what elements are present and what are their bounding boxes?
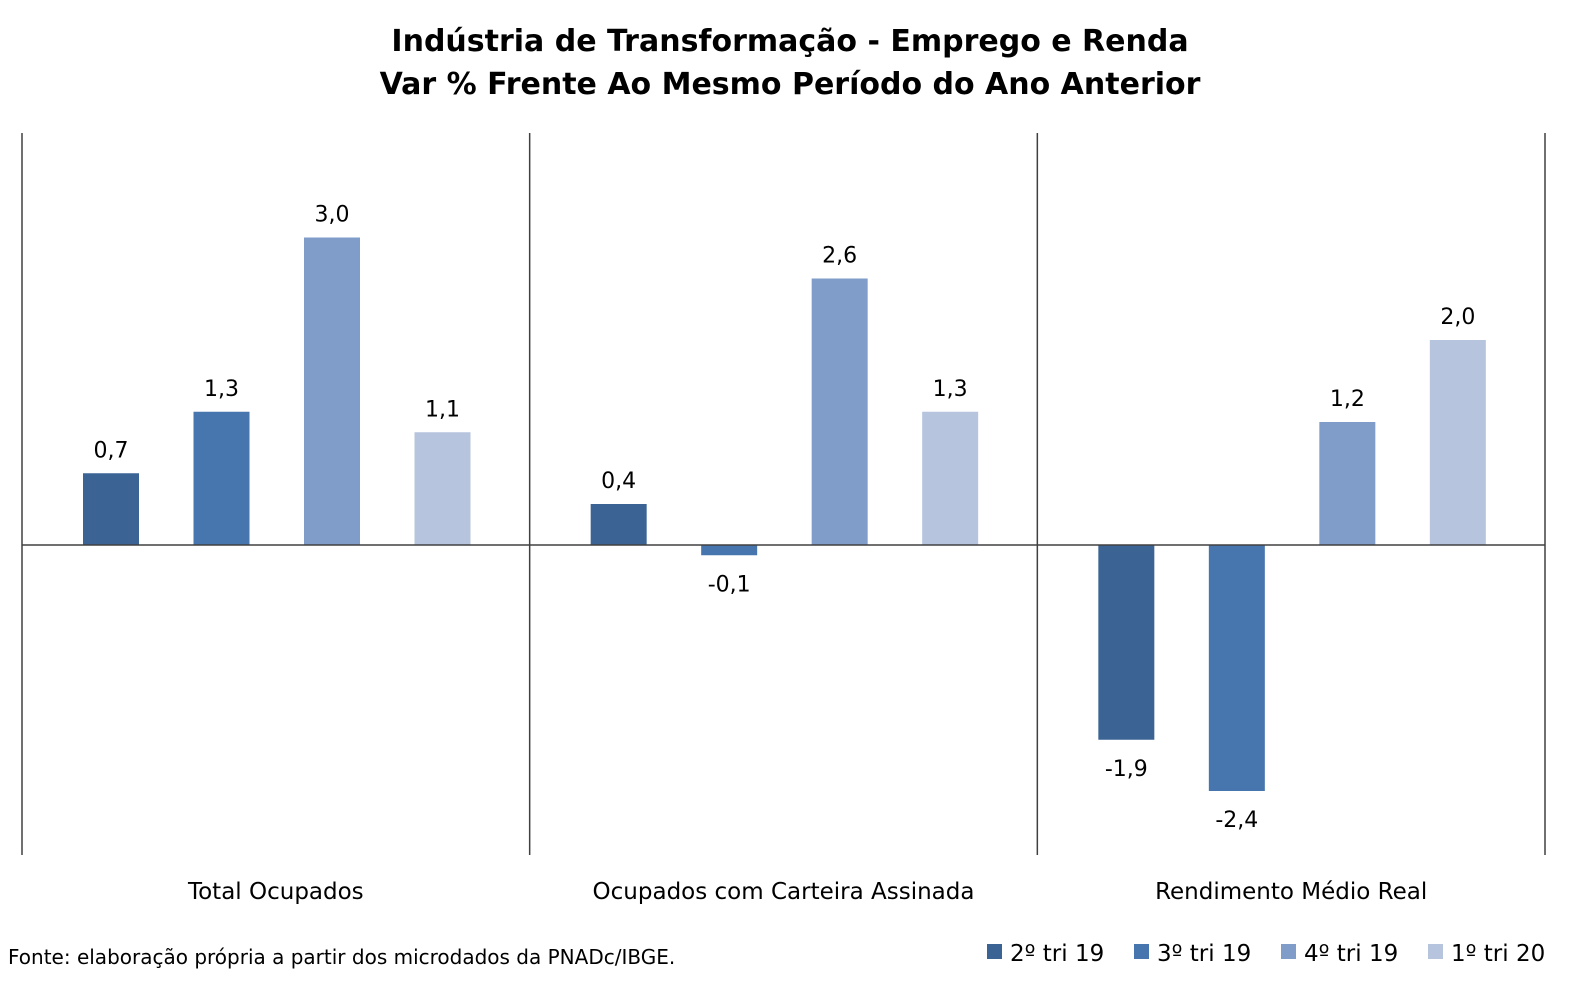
data-label: 1,2 [1330, 387, 1365, 412]
data-label: 2,0 [1440, 305, 1475, 330]
category-label: Total Ocupados [187, 879, 364, 905]
bar [83, 473, 139, 545]
chart-subtitle: Var % Frente Ao Mesmo Período do Ano Ant… [380, 67, 1201, 102]
data-label: -0,1 [708, 572, 751, 597]
legend-label: 1º tri 20 [1451, 941, 1545, 967]
data-label: -2,4 [1215, 808, 1258, 833]
data-label: 1,3 [204, 377, 239, 402]
legend-label: 3º tri 19 [1157, 941, 1251, 967]
bar [414, 432, 471, 545]
data-label: 0,4 [601, 469, 636, 494]
bar [922, 411, 979, 545]
bar [811, 278, 868, 545]
bar [1429, 340, 1486, 545]
legend-label: 2º tri 19 [1010, 941, 1104, 967]
bar [1098, 545, 1155, 740]
category-label: Rendimento Médio Real [1155, 879, 1427, 905]
data-label: 2,6 [822, 244, 857, 269]
source-note: Fonte: elaboração própria a partir dos m… [8, 945, 675, 969]
legend-item: 3º tri 19 [1134, 941, 1251, 967]
legend: 2º tri 19 3º tri 19 4º tri 19 1º tri 20 [987, 941, 1545, 967]
legend-label: 4º tri 19 [1304, 941, 1398, 967]
bar [193, 411, 250, 545]
bar [1208, 545, 1265, 791]
legend-item: 4º tri 19 [1281, 941, 1398, 967]
legend-swatch [1134, 944, 1149, 959]
bar [701, 545, 758, 556]
bar [590, 504, 647, 545]
bar [1319, 422, 1376, 545]
chart-title: Indústria de Transformação - Emprego e R… [391, 24, 1188, 59]
data-label: 1,1 [425, 397, 460, 422]
data-label: 1,3 [933, 377, 968, 402]
legend-swatch [987, 944, 1002, 959]
data-label: 0,7 [94, 438, 129, 463]
category-label: Ocupados com Carteira Assinada [593, 879, 975, 905]
bar [304, 237, 360, 545]
legend-swatch [1281, 944, 1296, 959]
legend-item: 2º tri 19 [987, 941, 1104, 967]
plot-area: 0,7 1,3 3,0 1,1 Total Ocupados 0,4 -0,1 2,6 1,3 O… [21, 133, 1546, 905]
legend-item: 1º tri 20 [1428, 941, 1545, 967]
legend-swatch [1428, 944, 1443, 959]
data-label: 3,0 [315, 203, 350, 228]
data-label: -1,9 [1105, 757, 1148, 782]
